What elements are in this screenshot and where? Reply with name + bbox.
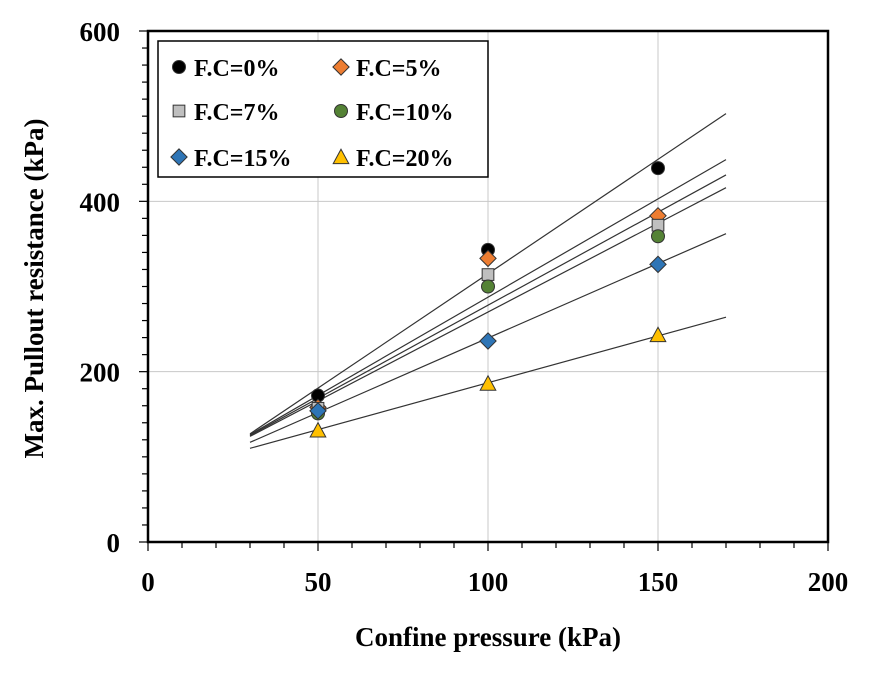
y-tick-label: 600	[80, 17, 121, 47]
legend-marker-series-4	[170, 148, 188, 166]
data-point-series-5	[309, 421, 327, 438]
data-markers	[309, 161, 667, 438]
legend-marker-series-3	[334, 104, 348, 118]
y-tick-label: 0	[107, 528, 121, 558]
data-point-series-0	[651, 161, 665, 176]
data-point-series-5	[649, 326, 667, 343]
fit-line-series-1	[249, 159, 727, 436]
data-point-series-4	[479, 332, 497, 350]
legend-box	[157, 40, 489, 178]
y-axis-title: Max. Pullout resistance (kPa)	[19, 119, 49, 459]
fit-line-series-3	[249, 187, 727, 437]
data-point-series-3	[651, 229, 665, 244]
data-point-series-5	[479, 374, 497, 391]
x-tick-label: 50	[305, 567, 332, 597]
data-point-series-2	[481, 268, 495, 281]
legend: F.C=0% F.C=5% F.C=7% F.C=10% F.C=15% F.C=20%	[157, 40, 489, 178]
legend-label-series-4: F.C=15%	[194, 146, 291, 172]
legend-marker-series-2	[172, 104, 186, 118]
data-point-series-1	[479, 249, 497, 268]
legend-label-series-2: F.C=7%	[194, 100, 279, 126]
legend-label-series-5: F.C=20%	[356, 146, 453, 172]
x-tick-label: 0	[141, 567, 155, 597]
legend-label-series-3: F.C=10%	[356, 100, 453, 126]
data-point-series-4	[309, 402, 327, 420]
x-axis-title: Confine pressure (kPa)	[355, 622, 621, 652]
x-tick-label: 200	[808, 567, 849, 597]
y-tick-label: 200	[80, 358, 121, 388]
fit-line-series-2	[249, 174, 727, 437]
legend-marker-series-1	[332, 58, 350, 76]
tick-labels: 0 50 100 150 200 0 200 400 600	[80, 17, 849, 597]
legend-label-series-1: F.C=5%	[356, 56, 441, 82]
data-point-series-3	[481, 279, 495, 294]
x-tick-label: 100	[468, 567, 509, 597]
y-tick-label: 400	[80, 187, 121, 217]
x-tick-label: 150	[638, 567, 679, 597]
legend-marker-series-0	[172, 60, 186, 74]
legend-marker-series-5	[332, 148, 350, 165]
data-point-series-4	[649, 255, 667, 274]
axes	[139, 30, 829, 551]
legend-label-series-0: F.C=0%	[194, 56, 279, 82]
